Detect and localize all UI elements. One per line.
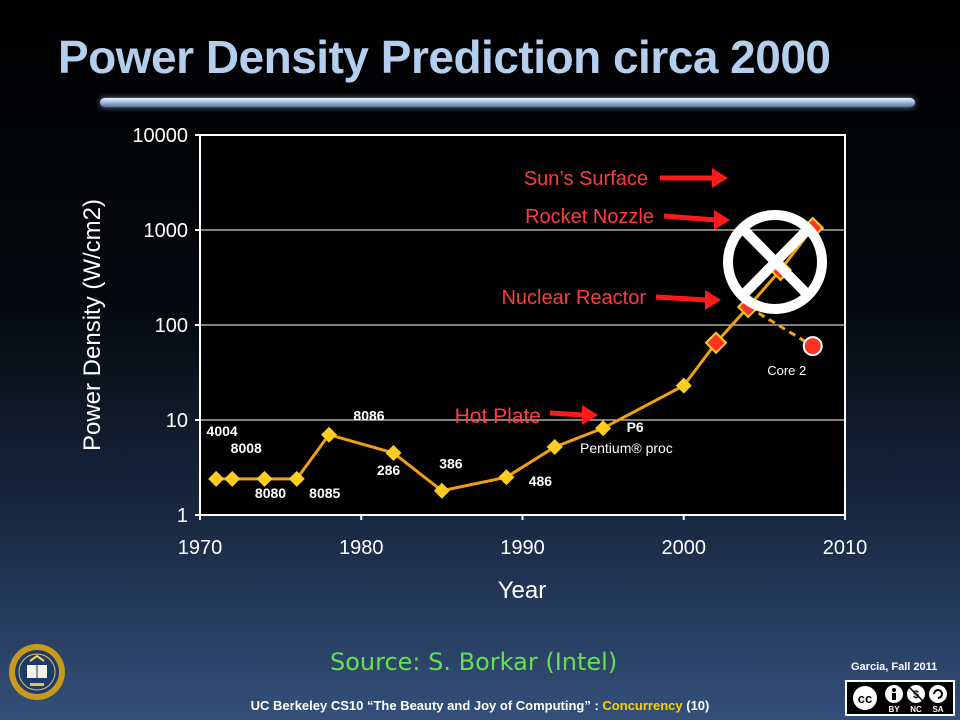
data-point: [385, 444, 402, 461]
license-label: SA: [932, 705, 943, 714]
title-divider: [100, 98, 915, 107]
uc-seal-logo: [9, 644, 65, 700]
nuclear-reactor-label: Nuclear Reactor: [501, 287, 646, 309]
license-label: NC: [910, 705, 922, 714]
processor-label: 8085: [309, 485, 340, 501]
data-point: [433, 482, 450, 499]
projected-data-point: [704, 331, 728, 355]
data-point: [546, 438, 563, 455]
core2-point: [802, 336, 823, 357]
y-tick-label: 1000: [144, 220, 189, 242]
processor-label: 4004: [207, 423, 238, 439]
x-tick-label: 1970: [178, 537, 223, 559]
data-point: [321, 426, 337, 443]
slide-title: Power Density Prediction circa 2000: [58, 31, 831, 83]
y-axis-label: Power Density (W/cm2): [79, 199, 106, 451]
core2-label: Core 2: [767, 363, 806, 378]
arrowhead-icon: [714, 210, 730, 230]
y-tick-label: 100: [155, 315, 188, 337]
x-tick-label: 2010: [823, 537, 868, 559]
processor-label: 386: [439, 456, 463, 472]
suns-surface-label: Sun’s Surface: [524, 168, 648, 190]
y-tick-label: 10: [166, 410, 188, 432]
footer-topic: Concurrency: [602, 698, 683, 713]
license-label: BY: [888, 705, 900, 714]
cc-icon: [851, 684, 879, 712]
pentium-label: Pentium® proc: [580, 440, 673, 456]
x-tick-label: 1980: [339, 537, 384, 559]
hot-plate-label: Hot Plate: [455, 405, 541, 428]
data-point: [256, 470, 273, 487]
rocket-nozzle-label: Rocket Nozzle: [525, 206, 654, 228]
footer-page: (10): [682, 698, 710, 713]
processor-label: 8008: [231, 440, 262, 456]
source-citation: Source: S. Borkar (Intel): [330, 648, 618, 676]
arrow-icon: [663, 213, 717, 223]
data-point: [224, 470, 241, 487]
footer: UC Berkeley CS10 “The Beauty and Joy of …: [0, 698, 960, 713]
svg-text:cc: cc: [858, 691, 872, 706]
processor-label: P6: [627, 419, 644, 435]
arrow-icon: [549, 410, 585, 418]
arrow-icon: [655, 294, 708, 303]
processor-label: 8080: [255, 485, 286, 501]
prohibited-icon: [723, 210, 827, 314]
processor-label: 8086: [353, 408, 384, 424]
author-credit: Garcia, Fall 2011: [851, 661, 938, 673]
data-point: [208, 470, 225, 487]
footer-course: UC Berkeley CS10 “The Beauty and Joy of …: [250, 698, 603, 713]
x-tick-label: 1990: [500, 537, 545, 559]
data-point: [675, 377, 692, 394]
arrowhead-icon: [582, 405, 598, 425]
data-point: [498, 469, 515, 486]
arrowhead-icon: [705, 290, 721, 310]
y-tick-label: 10000: [132, 125, 188, 147]
share-alike-icon: [929, 685, 947, 703]
core2-dashed-line: [747, 305, 814, 348]
power-density-chart: 1 10 100 1000 10000 1970 1980 1990 2000 2010 Year…: [79, 125, 868, 604]
y-tick-label: 1: [177, 505, 188, 527]
data-point: [288, 470, 305, 487]
processor-label: 286: [377, 462, 401, 478]
data-point: [595, 420, 612, 437]
x-tick-label: 2000: [662, 537, 707, 559]
x-axis-label: Year: [498, 577, 547, 604]
arrowhead-icon: [712, 168, 728, 188]
processor-label: 486: [529, 473, 553, 489]
